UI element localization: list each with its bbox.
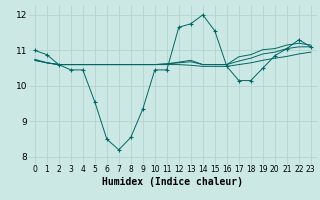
X-axis label: Humidex (Indice chaleur): Humidex (Indice chaleur)	[102, 177, 243, 187]
